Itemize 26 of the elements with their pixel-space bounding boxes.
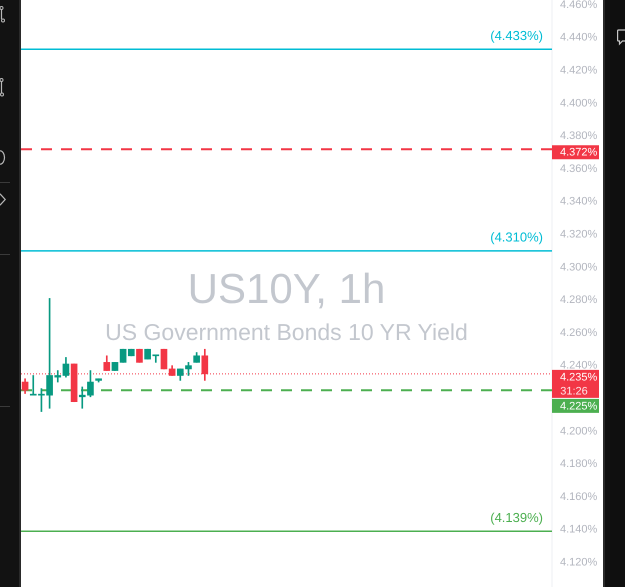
- y-tick-label: 4.240%: [560, 360, 598, 372]
- ref-line-label: 4.225%: [560, 400, 598, 412]
- y-tick-label: 4.360%: [560, 162, 598, 175]
- y-tick-label: 4.260%: [560, 326, 598, 339]
- text: US10Y, 1h: [188, 265, 386, 312]
- y-tick-label: 4.160%: [560, 490, 598, 503]
- y-tick-label: 4.320%: [560, 228, 598, 241]
- text: 31:26: [560, 385, 588, 398]
- y-tick-label: 4.200%: [560, 425, 598, 438]
- text: US Government Bonds 10 YR Yield: [105, 318, 468, 345]
- y-tick-label: 4.380%: [560, 130, 598, 142]
- ref-line-label: 4.235%: [560, 371, 598, 384]
- y-tick-label: 4.420%: [560, 64, 598, 77]
- y-tick-label: 4.280%: [560, 294, 598, 306]
- ref-line-label: (4.310%): [490, 229, 543, 244]
- y-tick-label: 4.440%: [560, 32, 598, 44]
- y-tick-label: 4.460%: [560, 0, 598, 11]
- y-tick-label: 4.340%: [560, 196, 598, 208]
- y-tick-label: 4.180%: [560, 458, 598, 470]
- y-tick-label: 4.300%: [560, 261, 598, 274]
- y-tick-label: 4.120%: [560, 556, 598, 568]
- y-tick-label: 4.400%: [560, 97, 598, 110]
- y-tick-label: 4.140%: [560, 524, 598, 536]
- ref-line-label: (4.139%): [490, 510, 543, 525]
- ref-line-label: (4.433%): [490, 28, 543, 43]
- ref-line-label: 4.372%: [560, 146, 598, 159]
